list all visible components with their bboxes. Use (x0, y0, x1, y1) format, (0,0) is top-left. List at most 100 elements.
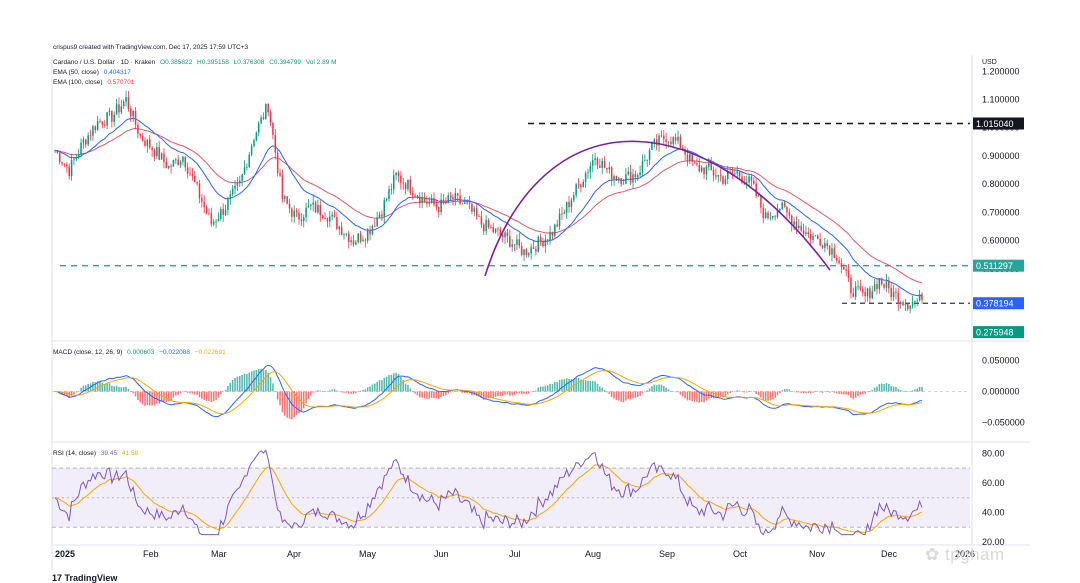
time-axis-label: May (359, 549, 377, 559)
candle-body (160, 153, 163, 160)
candle-body (755, 183, 757, 197)
macd-histogram-bar (736, 390, 738, 392)
candle-body (416, 196, 419, 197)
candle-body (362, 239, 364, 242)
candle-body (544, 239, 547, 247)
candle-body (722, 176, 724, 184)
candle-body (127, 97, 130, 109)
candle-body (80, 142, 82, 155)
candle-body (146, 139, 149, 146)
macd-histogram-bar (802, 391, 805, 394)
candle-body (528, 253, 530, 256)
macd-histogram-bar (892, 386, 895, 392)
macd-histogram-bar (916, 388, 919, 392)
macd-histogram-bar (840, 391, 843, 395)
ema50-legend[interactable]: EMA (50, close) 0.404317 (53, 69, 134, 76)
ema100-legend[interactable]: EMA (100, close) 0.570701 (53, 79, 137, 86)
macd-histogram-bar (672, 391, 675, 392)
macd-histogram-bar (452, 391, 454, 393)
candle-body (212, 221, 215, 225)
candle-body (859, 285, 862, 290)
macd-histogram-bar (828, 391, 831, 393)
macd-histogram-bar (684, 391, 686, 399)
macd-histogram-bar (310, 391, 312, 396)
macd-histogram-bar (558, 379, 561, 392)
candle-body (731, 172, 734, 175)
candle-body (99, 121, 101, 123)
candle-body (516, 239, 518, 245)
macd-histogram-bar (525, 391, 528, 395)
candle-body (75, 157, 78, 160)
candle-body (236, 182, 239, 186)
candle-body (108, 110, 111, 113)
candle-body (854, 286, 857, 298)
macd-histogram-bar (904, 391, 907, 392)
candle-body (629, 171, 632, 183)
candle-body (817, 235, 819, 239)
macd-histogram-bar (629, 391, 632, 400)
candle-body (234, 185, 236, 189)
candle-body (719, 174, 722, 177)
macd-histogram-bar (291, 391, 293, 420)
macd-histogram-bar (554, 382, 556, 392)
macd-histogram-bar (767, 391, 769, 401)
candle-body (769, 217, 772, 219)
candle-body (103, 124, 106, 126)
macd-histogram-bar (383, 377, 386, 392)
candle-body (193, 175, 196, 183)
macd-histogram-bar (82, 385, 85, 392)
macd-histogram-bar (201, 391, 203, 399)
candle-body (414, 195, 416, 197)
candle-body (63, 163, 66, 165)
macd-histogram-bar (724, 391, 727, 397)
macd-histogram-bar (274, 391, 277, 392)
candle-body (96, 121, 99, 131)
macd-histogram-bar (639, 391, 641, 396)
candle-body (918, 294, 921, 301)
ema100-line (54, 127, 923, 284)
rsi-legend[interactable]: RSI (14, close) 39.45 41.58 (53, 450, 141, 457)
candle-body (272, 122, 274, 135)
candle-body (587, 172, 589, 174)
macd-histogram-bar (191, 391, 194, 394)
macd-histogram-bar (743, 391, 746, 393)
candle-body (542, 241, 544, 247)
macd-legend[interactable]: MACD (close, 12, 26, 9) 0.000603 −0.0220… (53, 349, 229, 356)
current-price-label: 0.378194 (976, 299, 1014, 309)
symbol-legend[interactable]: Cardano / U.S. Dollar · 1D · Kraken O0.3… (53, 59, 340, 66)
macd-histogram-bar (506, 391, 509, 395)
macd-histogram-bar (215, 391, 217, 400)
macd-histogram-bar (729, 391, 731, 393)
macd-histogram-bar (388, 375, 390, 392)
macd-histogram-bar (786, 388, 788, 392)
candle-body (651, 142, 653, 150)
candle-body (890, 288, 892, 297)
macd-histogram-bar (854, 391, 857, 398)
candle-body (241, 174, 243, 181)
candle-body (433, 198, 435, 205)
candle-body (56, 150, 59, 153)
macd-histogram-bar (613, 391, 615, 399)
candle-body (167, 165, 170, 169)
candle-body (876, 284, 878, 290)
macd-histogram-bar (715, 391, 717, 399)
macd-histogram-bar (530, 391, 532, 392)
resistance-price-label: 1.015040 (976, 119, 1014, 129)
candle-body (634, 174, 637, 177)
candle-body (421, 197, 423, 204)
macd-histogram-bar (298, 391, 300, 414)
time-axis-label: Jun (434, 549, 449, 559)
macd-histogram-bar (681, 391, 684, 397)
macd-histogram-bar (561, 379, 563, 392)
macd-histogram-bar (132, 391, 134, 394)
macd-histogram-bar (175, 391, 177, 396)
candle-body (599, 165, 601, 168)
macd-histogram-bar (722, 391, 724, 398)
candle-body (556, 224, 558, 227)
candle-body (774, 216, 776, 217)
macd-histogram-bar (902, 390, 904, 392)
candle-body (163, 153, 165, 163)
candle-body (392, 175, 395, 190)
candle-body (338, 226, 341, 230)
